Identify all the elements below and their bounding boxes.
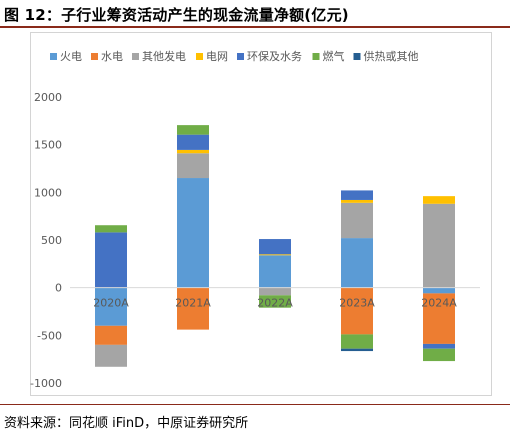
legend-swatch-水电 bbox=[91, 53, 98, 60]
legend-swatch-燃气 bbox=[312, 53, 320, 60]
bar-电网-2022A bbox=[259, 254, 291, 256]
y-tick-label: 2000 bbox=[34, 91, 62, 104]
source-note: 资料来源：同花顺 iFinD，中原证券研究所 bbox=[4, 416, 249, 431]
legend-swatch-火电 bbox=[50, 53, 57, 60]
figure-title: 图 12：子行业筹资活动产生的现金流量净额(亿元) bbox=[4, 4, 349, 25]
chart-legend: 火电 水电 其他发电 电网 环保及水务 燃气 供热或其他 bbox=[50, 49, 419, 63]
y-tick-label: 1500 bbox=[34, 139, 62, 152]
chart-frame bbox=[30, 32, 492, 396]
bar-火电-2020A bbox=[95, 287, 127, 326]
bar-燃气-2021A bbox=[177, 125, 209, 135]
y-tick-label: 1000 bbox=[34, 186, 62, 199]
legend-swatch-环保及水务 bbox=[237, 53, 244, 60]
bar-火电-2023A bbox=[341, 238, 373, 288]
x-axis: 2020A 2021A 2022A 2023A 2024A bbox=[70, 287, 480, 310]
bar-其他发电-2020A bbox=[95, 344, 127, 367]
title-rule bbox=[0, 26, 510, 28]
bar-电网-2021A bbox=[177, 149, 209, 154]
x-category-label: 2020A bbox=[93, 297, 129, 310]
bar-其他发电-2023A bbox=[341, 202, 373, 239]
bar-火电-2024A bbox=[423, 287, 455, 294]
bar-火电-2022A bbox=[259, 255, 291, 288]
legend-label-电网: 电网 bbox=[206, 50, 228, 63]
legend-label-环保及水务: 环保及水务 bbox=[247, 49, 302, 63]
bar-环保及水务-2021A bbox=[177, 134, 209, 150]
legend-label-供热或其他: 供热或其他 bbox=[364, 49, 419, 63]
legend-label-燃气: 燃气 bbox=[323, 49, 345, 63]
x-category-label: 2021A bbox=[175, 297, 211, 310]
bar-电网-2024A bbox=[423, 196, 455, 204]
bar-燃气-2022A bbox=[259, 295, 291, 308]
legend-swatch-电网 bbox=[196, 53, 203, 60]
y-tick-label: 0 bbox=[55, 282, 62, 295]
y-tick-label: 500 bbox=[41, 234, 62, 247]
bar-环保及水务-2024A bbox=[423, 343, 455, 349]
bar-供热或其他-2023A bbox=[341, 348, 373, 352]
bar-燃气-2024A bbox=[423, 348, 455, 362]
legend-label-其他发电: 其他发电 bbox=[142, 49, 186, 63]
figure-title-text: 子行业筹资活动产生的现金流量净额(亿元) bbox=[61, 6, 349, 24]
bar-电网-2023A bbox=[341, 199, 373, 203]
bar-环保及水务-2023A bbox=[341, 190, 373, 200]
source-rule bbox=[0, 404, 510, 405]
x-category-label: 2023A bbox=[339, 297, 375, 310]
bar-水电-2024A bbox=[423, 293, 455, 344]
bars-layer bbox=[95, 125, 455, 367]
x-category-label: 2024A bbox=[421, 297, 457, 310]
legend-label-火电: 火电 bbox=[60, 50, 82, 63]
bar-水电-2020A bbox=[95, 325, 127, 345]
bar-其他发电-2021A bbox=[177, 153, 209, 179]
legend-swatch-供热或其他 bbox=[353, 53, 361, 60]
bar-水电-2021A bbox=[177, 287, 209, 330]
bar-火电-2021A bbox=[177, 178, 209, 288]
bar-其他发电-2024A bbox=[423, 203, 455, 288]
bar-环保及水务-2020A bbox=[95, 232, 127, 288]
figure-label: 图 12： bbox=[4, 6, 62, 24]
bar-水电-2023A bbox=[341, 287, 373, 335]
y-tick-label: -1000 bbox=[30, 377, 62, 390]
legend-label-水电: 水电 bbox=[101, 50, 123, 63]
y-tick-label: -500 bbox=[37, 329, 62, 342]
y-axis: 2000 1500 1000 500 0 -500 -1000 bbox=[30, 91, 62, 390]
legend-swatch-其他发电 bbox=[132, 53, 139, 60]
bar-燃气-2023A bbox=[341, 334, 373, 349]
x-category-label: 2022A bbox=[257, 297, 293, 310]
bar-环保及水务-2022A bbox=[259, 239, 291, 255]
bar-燃气-2020A bbox=[95, 225, 127, 233]
bar-其他发电-2022A bbox=[259, 287, 291, 296]
